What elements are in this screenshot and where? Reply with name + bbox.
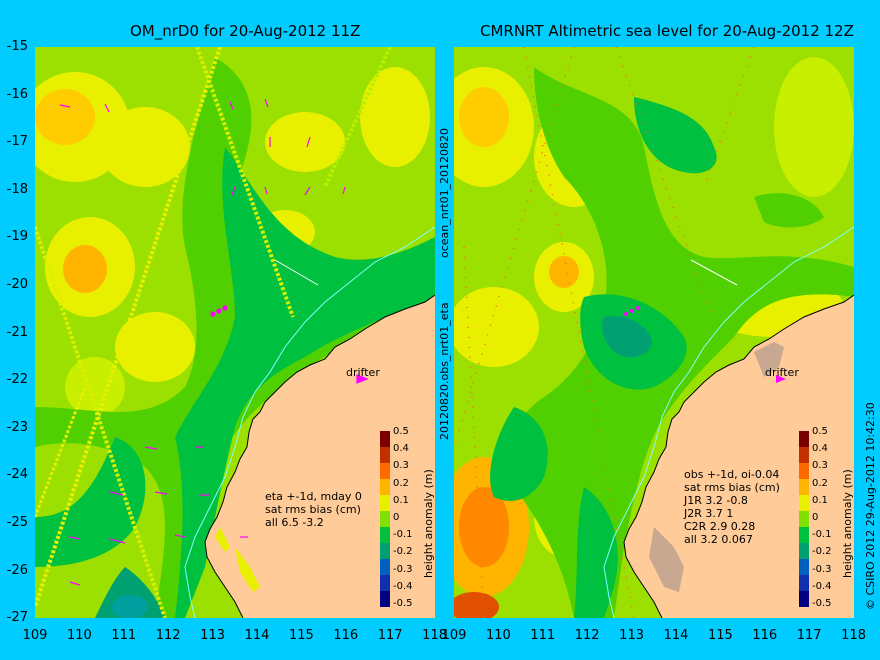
lat-tick-label: -24: [6, 467, 28, 483]
colorbar-segment: [799, 479, 809, 496]
colorbar-segment: [380, 511, 390, 528]
left-drifter-label: drifter: [346, 366, 380, 379]
colorbar-tick-label: -0.4: [812, 580, 832, 592]
colorbar-segment: [799, 591, 809, 607]
colorbar-tick-label: 0.4: [812, 443, 828, 455]
colorbar-tick-label: 0.1: [812, 494, 828, 506]
lon-tick-label: 117: [796, 628, 822, 643]
colorbar-tick-label: -0.4: [393, 580, 413, 592]
colorbar-tick-label: 0.2: [393, 477, 409, 489]
lon-tick-label: 115: [288, 628, 314, 643]
colorbar-segment: [380, 543, 390, 560]
colorbar-tick-label: 0.4: [393, 443, 409, 455]
lon-tick-label: 114: [244, 628, 270, 643]
left-map: [35, 47, 435, 618]
right-map-field: [454, 47, 854, 618]
colorbar-segment: [380, 463, 390, 480]
colorbar-segment: [380, 559, 390, 576]
right-drifter-label: drifter: [765, 366, 799, 379]
lat-tick-label: -25: [6, 515, 28, 530]
right-stats: obs +-1d, oi-0.04 sat rms bias (cm) J1R …: [684, 468, 780, 546]
colorbar-tick-label: 0: [812, 512, 819, 523]
colorbar-segment: [380, 495, 390, 512]
lon-tick-label: 110: [485, 628, 511, 643]
lon-tick-label: 118: [841, 628, 866, 643]
obs-run-label: 20120820.obs_nrt01_eta: [438, 302, 451, 440]
colorbar-segment: [799, 559, 809, 576]
colorbar-segment: [380, 527, 390, 544]
lat-tick-label: -22: [6, 372, 28, 388]
lon-tick-label: 112: [574, 628, 600, 643]
left-colorbar-label: height anomaly (m): [422, 469, 435, 578]
colorbar-tick-label: 0.3: [812, 460, 828, 472]
lat-tick-label: -27: [6, 610, 28, 626]
colorbar-tick-label: -0.5: [812, 598, 832, 609]
lon-tick-label: 111: [111, 628, 137, 643]
lat-tick-label: -15: [6, 39, 28, 54]
lon-tick-label: 118: [422, 628, 447, 643]
colorbar-segment: [799, 543, 809, 560]
model-run-label: ocean_nrt01_20120820: [438, 127, 451, 258]
colorbar-tick-label: -0.2: [812, 546, 832, 558]
colorbar-tick-label: -0.5: [393, 598, 413, 609]
colorbar-tick-label: 0.2: [812, 477, 828, 489]
colorbar-segment: [380, 479, 390, 496]
lat-tick-label: -26: [6, 562, 28, 578]
colorbar-segment: [799, 495, 809, 512]
lat-tick-label: -19: [6, 229, 28, 245]
colorbar-tick-label: 0.1: [393, 494, 409, 506]
left-map-title: OM_nrD0 for 20-Aug-2012 11Z: [130, 22, 361, 40]
colorbar-segment: [799, 511, 809, 528]
colorbar-tick-label: -0.2: [393, 546, 413, 558]
lon-tick-label: 116: [333, 628, 359, 643]
lon-tick-label: 114: [663, 628, 689, 643]
lon-tick-label: 112: [155, 628, 181, 643]
lon-tick-label: 116: [752, 628, 778, 643]
right-colorbar: [799, 431, 809, 607]
colorbar-tick-label: -0.1: [812, 529, 832, 541]
lon-tick-label: 109: [441, 628, 467, 643]
lon-tick-label: 117: [377, 628, 403, 643]
colorbar-tick-label: 0.5: [393, 426, 409, 437]
colorbar-tick-label: -0.3: [812, 563, 832, 575]
colorbar-tick-label: -0.3: [393, 563, 413, 575]
lat-tick-label: -17: [6, 134, 28, 150]
right-map-title: CMRNRT Altimetric sea level for 20-Aug-2…: [480, 22, 854, 40]
colorbar-tick-label: 0.3: [393, 460, 409, 472]
colorbar-segment: [799, 463, 809, 480]
colorbar-tick-label: 0.5: [812, 426, 828, 437]
lat-tick-label: -20: [6, 277, 28, 292]
left-colorbar: [380, 431, 390, 607]
credit-label: © CSIRO 2012 29-Aug-2012 10:42:30: [864, 402, 877, 610]
colorbar-segment: [799, 431, 809, 448]
colorbar-segment: [380, 431, 390, 448]
colorbar-segment: [799, 527, 809, 544]
colorbar-tick-label: 0: [393, 512, 400, 523]
left-stats: eta +-1d, mday 0 sat rms bias (cm) all 6…: [265, 490, 362, 529]
right-colorbar-label: height anomaly (m): [841, 469, 854, 578]
lon-tick-label: 110: [66, 628, 92, 643]
lat-tick-label: -18: [6, 181, 28, 197]
colorbar-segment: [380, 591, 390, 607]
lon-tick-label: 109: [22, 628, 48, 643]
left-map-field: [35, 47, 435, 618]
lon-tick-label: 113: [619, 628, 644, 643]
lat-tick-label: -16: [6, 86, 28, 102]
lat-tick-label: -21: [6, 324, 28, 340]
lat-tick-label: -23: [6, 419, 28, 435]
colorbar-segment: [799, 575, 809, 592]
colorbar-segment: [380, 575, 390, 592]
colorbar-segment: [380, 447, 390, 464]
colorbar-segment: [799, 447, 809, 464]
colorbar-tick-label: -0.1: [393, 529, 413, 541]
lon-tick-label: 113: [200, 628, 225, 643]
lon-tick-label: 111: [530, 628, 556, 643]
lon-tick-label: 115: [707, 628, 733, 643]
right-map: [454, 47, 854, 618]
